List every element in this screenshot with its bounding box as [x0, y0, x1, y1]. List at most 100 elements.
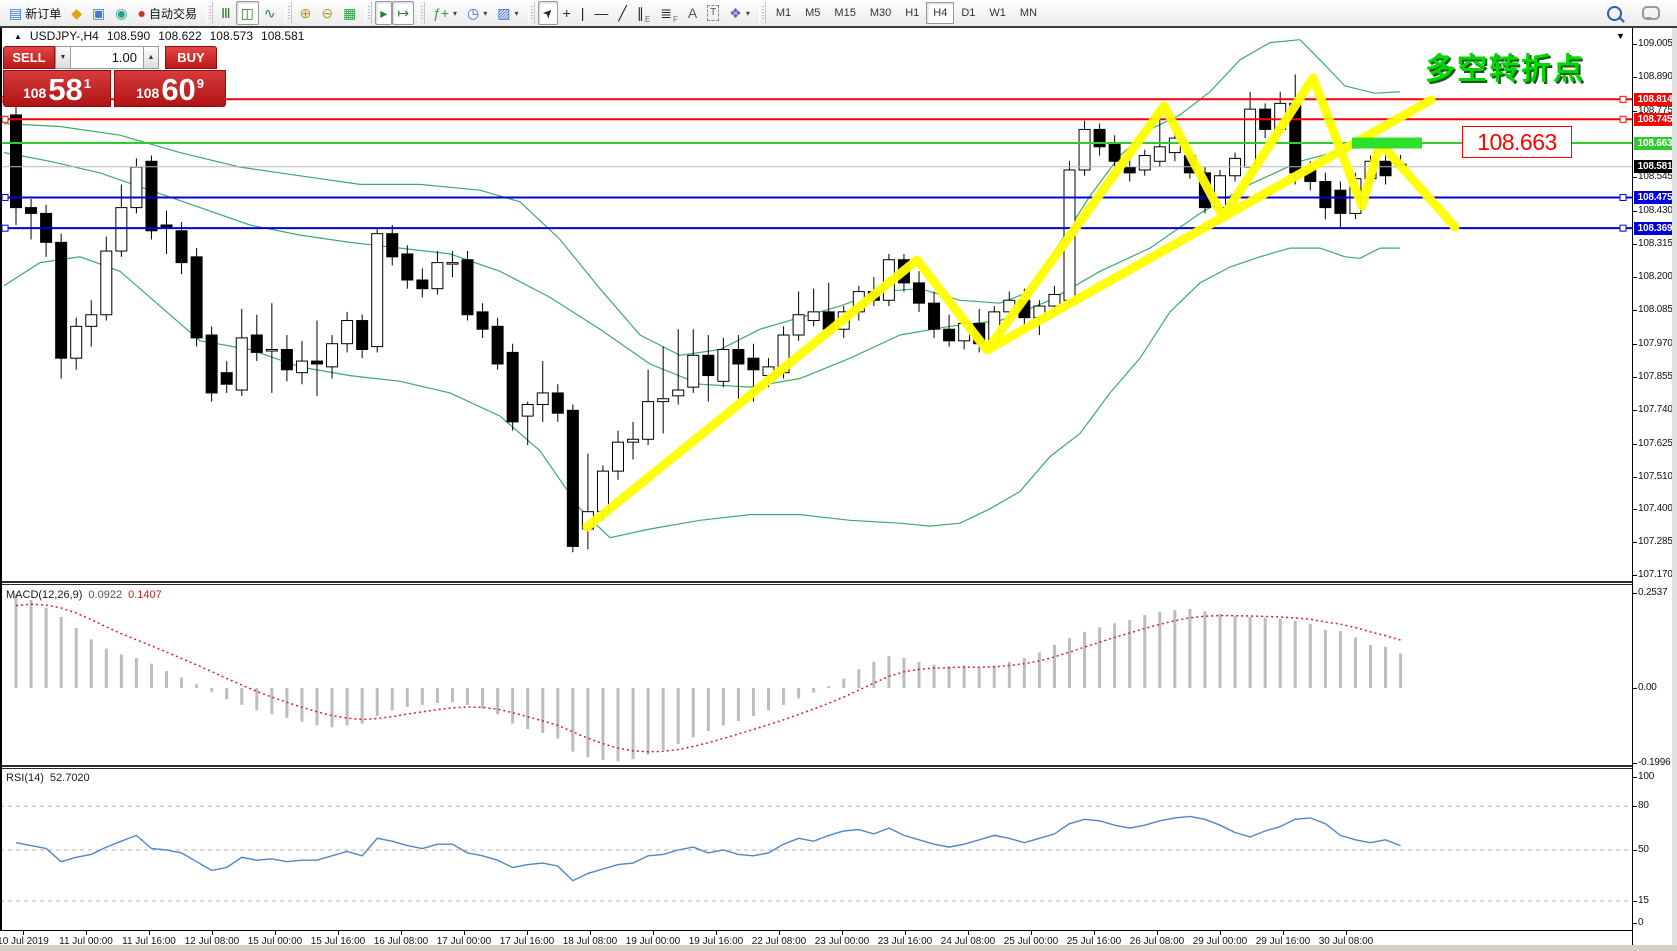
sell-price-button[interactable]: 108 58 1	[3, 70, 111, 107]
date-tick	[590, 931, 591, 935]
clock-icon: ◷	[467, 5, 480, 21]
templates-button[interactable]: ▨ ▾	[492, 1, 523, 25]
candle	[1319, 181, 1332, 209]
candle	[70, 325, 83, 359]
pane-separator[interactable]	[0, 765, 1632, 769]
cursor-button[interactable]: ➤	[537, 1, 558, 25]
fibonacci-button[interactable]: ≣ F	[655, 1, 683, 25]
broadcast-button[interactable]: ◉	[110, 1, 132, 25]
rsi-line	[15, 815, 1401, 882]
template-icon: ▨	[497, 5, 511, 21]
text-label-button[interactable]: T	[702, 1, 724, 25]
pane-separator[interactable]	[0, 581, 1632, 585]
candle	[642, 401, 655, 440]
date-tick	[716, 931, 717, 935]
timeframe-m5[interactable]: M5	[805, 7, 821, 19]
date-label: 15 Jul 16:00	[310, 936, 366, 947]
candle	[717, 348, 730, 382]
collapse-arrow-icon[interactable]: ▲	[14, 31, 22, 41]
buy-price-button[interactable]: 108 60 9	[114, 70, 226, 107]
axis-tick	[1633, 592, 1637, 594]
date-tick	[653, 931, 654, 935]
axis-tick-label: 107.285	[1638, 536, 1673, 548]
timeframe-h4[interactable]: H4	[926, 2, 955, 24]
fibonacci-icon: ≣	[660, 5, 672, 21]
axis-tick-label: 108.545	[1638, 171, 1673, 183]
ohlc-low: 108.573	[209, 29, 254, 43]
rsi-pane-canvas[interactable]	[0, 770, 1632, 930]
main-chart-canvas[interactable]	[0, 28, 1632, 581]
macd-axis-label: 0.00	[1638, 682, 1657, 693]
candle	[747, 357, 760, 371]
zoom-in-button[interactable]: ⊕	[295, 1, 317, 25]
price-axis[interactable]: 109.005 108.890 108.775 108.545 108.430 108.3…	[1632, 28, 1677, 945]
timeframe-m15[interactable]: M15	[834, 7, 856, 19]
price-badge-108.581: 108.581	[1634, 160, 1676, 174]
axis-tick	[1633, 277, 1637, 279]
chart-shift-button[interactable]: ↦	[392, 1, 415, 25]
trendline-button[interactable]: ╱	[613, 1, 631, 25]
shapes-button[interactable]: ❖ ▾	[724, 1, 755, 25]
crosshair-button[interactable]: +	[558, 1, 576, 25]
axis-tick	[1633, 410, 1637, 412]
zoom-out-button[interactable]: ⊖	[316, 1, 338, 25]
toolbar-separator	[418, 2, 426, 24]
buy-price-big-figure: 108	[135, 85, 160, 101]
text-button[interactable]: A	[683, 1, 702, 25]
candle	[672, 389, 685, 397]
date-tick	[1157, 931, 1158, 935]
new-order-button[interactable]: ▤ 新订单	[4, 1, 66, 25]
macd-axis-label: 0.2537	[1638, 586, 1668, 598]
gold-button[interactable]: ◆	[66, 1, 87, 25]
timeframe-m30[interactable]: M30	[869, 7, 892, 19]
toolbar-group-chart-types: Ⅲ ◫ ∿	[216, 1, 281, 25]
axis-tick-label: 108.775	[1638, 104, 1673, 116]
sell-button[interactable]: SELL	[3, 46, 55, 69]
toolbar-group-objects: ➤ + | — ╱ ∥ E ≣ F A T ❖ ▾	[537, 1, 755, 25]
candle	[115, 207, 128, 252]
axis-tick	[1633, 901, 1637, 903]
toolbar-group-scroll: ▸ ↦	[375, 1, 415, 25]
price-badge-108.663: 108.663	[1634, 136, 1676, 150]
auto-scroll-button[interactable]: ▸	[375, 1, 393, 25]
chat-button[interactable]	[1637, 1, 1665, 25]
date-tick	[1094, 931, 1095, 935]
axis-tick	[1633, 110, 1637, 112]
candle	[1048, 293, 1061, 307]
vertical-line-button[interactable]: |	[576, 1, 590, 25]
tile-windows-button[interactable]: ▦	[338, 1, 361, 25]
scroll-end-icon[interactable]: ▼	[1616, 31, 1625, 41]
date-label: 11 Jul 16:00	[122, 936, 176, 947]
autotrading-button[interactable]: ● 自动交易	[132, 1, 201, 25]
volume-up-button[interactable]: ▲	[143, 46, 159, 69]
channel-button[interactable]: ∥ E	[632, 1, 655, 25]
horizontal-line-button[interactable]: —	[589, 1, 613, 25]
timeframe-d1[interactable]: D1	[961, 7, 976, 19]
candlestick-button[interactable]: ◫	[235, 1, 259, 25]
candle	[25, 207, 38, 214]
axis-tick	[1633, 688, 1637, 689]
timeframe-m1[interactable]: M1	[775, 7, 792, 19]
date-label: 11 Jul 00:00	[59, 936, 113, 947]
terminal-button[interactable]: ▣	[87, 1, 110, 25]
search-button[interactable]	[1602, 1, 1627, 25]
bar-chart-button[interactable]: Ⅲ	[216, 1, 236, 25]
line-chart-button[interactable]: ∿	[259, 1, 281, 25]
axis-tick	[1633, 508, 1637, 510]
magnifier-icon	[1607, 5, 1622, 21]
volume-down-button[interactable]: ▼	[55, 46, 71, 69]
macd-pane-canvas[interactable]	[0, 586, 1632, 765]
timeframe-w1[interactable]: W1	[989, 7, 1006, 19]
gold-ingot-icon: ◆	[71, 5, 83, 21]
axis-tick	[1633, 343, 1637, 345]
timeframe-h1[interactable]: H1	[905, 7, 920, 19]
buy-button[interactable]: BUY	[165, 46, 217, 69]
toolbar-group-insert: ƒ+ ▾ ◷ ▾ ▨ ▾	[428, 1, 523, 25]
indicators-button[interactable]: ƒ+ ▾	[428, 1, 462, 25]
candle	[612, 441, 624, 472]
price-callout-box[interactable]: 108.663	[1462, 126, 1572, 158]
volume-input[interactable]: 1.00	[71, 46, 143, 69]
rsi-axis-label: 15	[1638, 895, 1649, 907]
periods-button[interactable]: ◷ ▾	[462, 1, 492, 25]
timeframe-mn[interactable]: MN	[1019, 7, 1038, 19]
